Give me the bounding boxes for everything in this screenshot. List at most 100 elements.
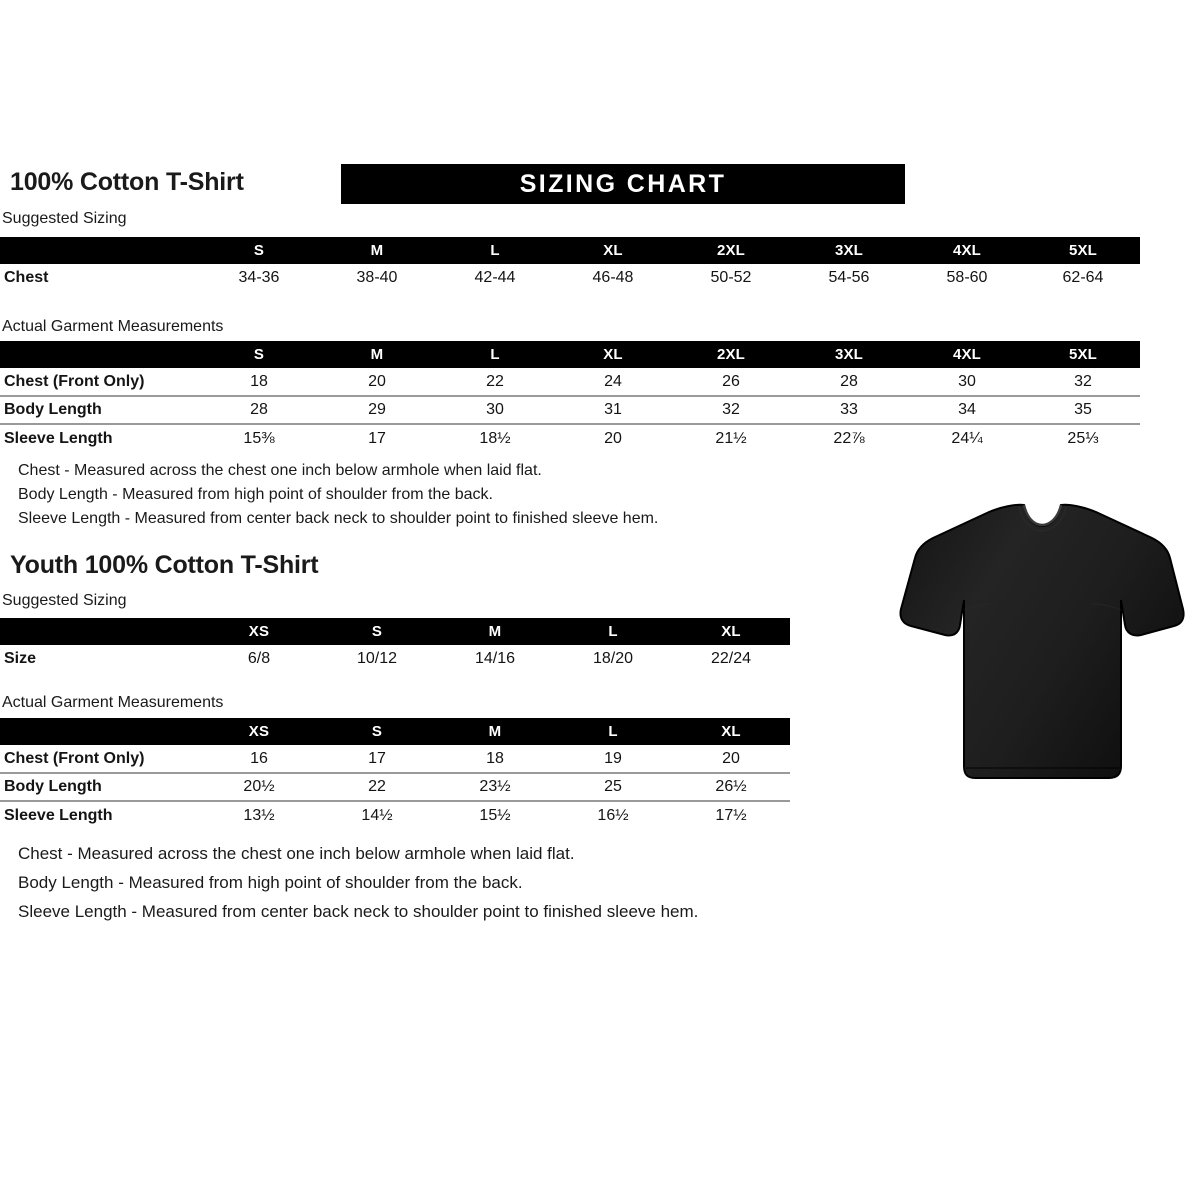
adult-suggested-sizing-table: S M L XL 2XL 3XL 4XL 5XL Chest 34-36 38-… <box>0 237 1140 292</box>
column-header-s: S <box>253 346 265 363</box>
cell: 13½ <box>200 800 318 829</box>
youth-suggested-sizing-table: XS S M L XL Size 6/8 10/12 14/16 18/20 2… <box>0 618 790 673</box>
cell: 16½ <box>554 800 672 829</box>
cell: 46-48 <box>592 269 634 286</box>
banner-title: SIZING CHART <box>519 169 727 198</box>
column-header <box>0 718 200 745</box>
column-header-xs: XS <box>248 623 270 640</box>
adult-note-body-length: Body Length - Measured from high point o… <box>18 486 493 503</box>
cell: 22 <box>486 372 504 390</box>
table-row: Size 6/8 10/12 14/16 18/20 22/24 <box>0 645 790 673</box>
column-header-3xl: 3XL <box>834 242 864 259</box>
cell: 18/20 <box>592 650 634 667</box>
column-header-xl: XL <box>721 623 741 640</box>
cell: 18½ <box>436 423 554 452</box>
adult-actual-measurements-table: S M L XL 2XL 3XL 4XL 5XL Chest (Front On… <box>0 341 1140 452</box>
column-header-4xl: 4XL <box>952 346 982 363</box>
page-title: 100% Cotton T-Shirt <box>10 168 244 196</box>
cell: 31 <box>554 395 672 424</box>
table-header-row: S M L XL 2XL 3XL 4XL 5XL <box>0 237 1140 264</box>
cell: 58-60 <box>946 269 988 286</box>
table-row: Chest 34-36 38-40 42-44 46-48 50-52 54-5… <box>0 264 1140 292</box>
cell: 22⅞ <box>790 423 908 452</box>
column-header-5xl: 5XL <box>1068 242 1098 259</box>
cell: 32 <box>1074 372 1092 390</box>
cell: 32 <box>672 395 790 424</box>
cell: 23½ <box>436 772 554 801</box>
row-label: Chest (Front Only) <box>4 749 145 767</box>
column-header-xl: XL <box>603 242 623 259</box>
youth-actual-measurements-label: Actual Garment Measurements <box>2 694 224 711</box>
column-header-m: M <box>488 723 502 740</box>
cell: 25 <box>554 772 672 801</box>
cell: 29 <box>318 395 436 424</box>
cell: 30 <box>958 372 976 390</box>
tshirt-icon <box>899 503 1185 779</box>
cell: 6/8 <box>247 650 271 667</box>
cell: 20 <box>368 372 386 390</box>
column-header-2xl: 2XL <box>716 242 746 259</box>
cell: 20 <box>722 749 740 767</box>
youth-note-chest: Chest - Measured across the chest one in… <box>18 844 575 863</box>
cell: 62-64 <box>1062 269 1104 286</box>
cell: 14/16 <box>474 650 516 667</box>
row-label: Chest (Front Only) <box>4 372 145 390</box>
column-header-l: L <box>490 242 500 259</box>
cell: 17 <box>368 749 386 767</box>
column-header <box>0 341 200 368</box>
cell: 25⅓ <box>1026 423 1140 452</box>
cell: 24¼ <box>908 423 1026 452</box>
cell: 16 <box>250 749 268 767</box>
sizing-chart-banner: SIZING CHART <box>341 164 905 204</box>
adult-note-chest: Chest - Measured across the chest one in… <box>18 462 542 479</box>
adult-actual-measurements-label: Actual Garment Measurements <box>2 318 224 335</box>
row-label: Body Length <box>0 395 200 424</box>
cell: 54-56 <box>828 269 870 286</box>
column-header-4xl: 4XL <box>952 242 982 259</box>
column-header-3xl: 3XL <box>834 346 864 363</box>
cell: 21½ <box>672 423 790 452</box>
youth-note-body-length: Body Length - Measured from high point o… <box>18 873 523 892</box>
column-header-l: L <box>490 346 500 363</box>
cell: 28 <box>200 395 318 424</box>
column-header-xl: XL <box>721 723 741 740</box>
cell: 22/24 <box>710 650 752 667</box>
cell: 17½ <box>672 800 790 829</box>
cell: 38-40 <box>356 269 398 286</box>
cell: 19 <box>604 749 622 767</box>
cell: 14½ <box>318 800 436 829</box>
cell: 33 <box>790 395 908 424</box>
column-header <box>0 237 200 264</box>
table-row: Sleeve Length 13½ 14½ 15½ 16½ 17½ <box>0 800 790 829</box>
cell: 34-36 <box>238 269 280 286</box>
table-row: Body Length 28 29 30 31 32 33 34 35 <box>0 395 1140 424</box>
column-header-5xl: 5XL <box>1068 346 1098 363</box>
column-header <box>0 618 200 645</box>
cell: 42-44 <box>474 269 516 286</box>
row-label: Size <box>4 650 37 667</box>
row-label: Body Length <box>0 772 200 801</box>
cell: 26 <box>722 372 740 390</box>
youth-note-sleeve-length: Sleeve Length - Measured from center bac… <box>18 902 699 921</box>
adult-suggested-sizing-label: Suggested Sizing <box>2 210 127 227</box>
cell: 30 <box>436 395 554 424</box>
cell: 50-52 <box>710 269 752 286</box>
column-header-xl: XL <box>603 346 623 363</box>
table-row: Sleeve Length 15⅜ 17 18½ 20 21½ 22⅞ 24¼ … <box>0 423 1140 452</box>
column-header-m: M <box>370 346 384 363</box>
cell: 10/12 <box>356 650 398 667</box>
cell: 20 <box>554 423 672 452</box>
cell: 28 <box>840 372 858 390</box>
row-label: Chest <box>4 269 49 286</box>
column-header-m: M <box>370 242 384 259</box>
cell: 18 <box>486 749 504 767</box>
adult-note-sleeve-length: Sleeve Length - Measured from center bac… <box>18 510 659 527</box>
cell: 18 <box>250 372 268 390</box>
cell: 17 <box>318 423 436 452</box>
column-header-s: S <box>253 242 265 259</box>
youth-actual-measurements-table: XS S M L XL Chest (Front Only) 16 17 18 … <box>0 718 790 829</box>
table-header-row: XS S M L XL <box>0 618 790 645</box>
cell: 24 <box>604 372 622 390</box>
table-row: Body Length 20½ 22 23½ 25 26½ <box>0 772 790 801</box>
row-label: Sleeve Length <box>0 800 200 829</box>
